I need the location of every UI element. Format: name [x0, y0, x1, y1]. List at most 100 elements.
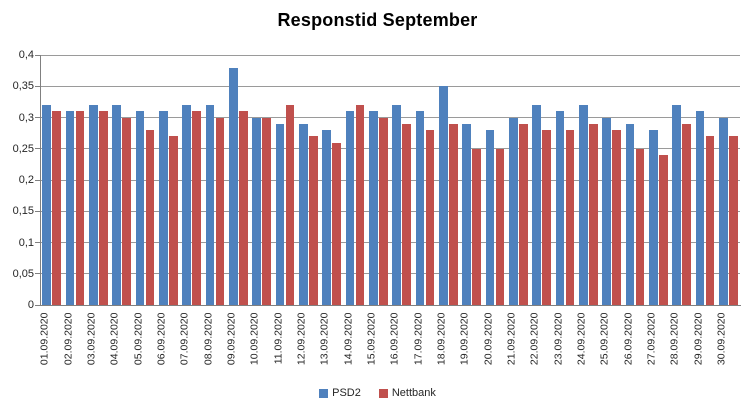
bar-nettbank-21.09.2020	[519, 123, 528, 305]
x-tick-label: 25.09.2020	[598, 312, 611, 365]
bar-psd2-14.09.2020	[345, 111, 355, 305]
bar-nettbank-29.09.2020	[705, 136, 715, 305]
bar-nettbank-30.09.2020	[729, 136, 738, 305]
y-tick-label: 0,35	[12, 80, 34, 93]
y-axis-tick	[35, 304, 40, 306]
bar-psd2-18.09.2020	[438, 86, 448, 305]
bar-psd2-08.09.2020	[205, 105, 215, 305]
bar-nettbank-15.09.2020	[379, 117, 388, 305]
legend-item-psd2: PSD2	[319, 387, 361, 399]
bar-psd2-11.09.2020	[275, 123, 285, 305]
gridline	[40, 179, 740, 181]
legend-label-psd2: PSD2	[332, 387, 361, 399]
gridline	[40, 148, 740, 150]
x-tick-label: 24.09.2020	[575, 312, 588, 365]
x-tick-label: 28.09.2020	[668, 312, 681, 365]
bar-nettbank-06.09.2020	[169, 136, 178, 305]
y-tick-label: 0,05	[12, 267, 34, 280]
bar-nettbank-08.09.2020	[215, 117, 225, 305]
bar-nettbank-25.09.2020	[612, 130, 622, 305]
x-tick-label: 27.09.2020	[645, 312, 658, 365]
bar-nettbank-12.09.2020	[309, 136, 318, 305]
bar-psd2-13.09.2020	[322, 130, 331, 305]
x-tick-label: 19.09.2020	[458, 312, 471, 365]
bar-psd2-21.09.2020	[508, 117, 518, 305]
bar-nettbank-10.09.2020	[262, 117, 272, 305]
bar-nettbank-19.09.2020	[472, 148, 482, 305]
y-axis-tick	[35, 117, 40, 118]
gridline	[40, 210, 740, 212]
bar-psd2-27.09.2020	[648, 130, 658, 305]
x-tick-label: 06.09.2020	[155, 312, 168, 365]
chart-title: Responstid September	[277, 10, 478, 30]
legend-label-nettbank: Nettbank	[391, 387, 436, 399]
x-tick-label: 15.09.2020	[365, 312, 378, 365]
bar-psd2-09.09.2020	[228, 67, 238, 305]
x-tick-label: 29.09.2020	[692, 312, 704, 365]
bar-nettbank-02.09.2020	[75, 111, 85, 305]
bar-nettbank-16.09.2020	[402, 123, 412, 305]
y-axis-tick	[35, 179, 40, 181]
y-tick-label: 0,1	[18, 236, 34, 249]
x-axis-line	[40, 305, 741, 306]
x-tick-label: 17.09.2020	[412, 312, 424, 365]
bar-psd2-02.09.2020	[65, 111, 75, 305]
bar-nettbank-01.09.2020	[52, 111, 62, 305]
plot-area	[35, 54, 740, 306]
bar-nettbank-04.09.2020	[122, 117, 132, 305]
x-tick-label: 18.09.2020	[435, 312, 448, 365]
gridline	[40, 117, 740, 118]
y-tick-label: 0,3	[18, 111, 34, 124]
bar-psd2-28.09.2020	[672, 105, 681, 305]
x-tick-label: 10.09.2020	[248, 312, 261, 365]
legend-swatch-psd2	[319, 388, 329, 398]
x-tick-label: 16.09.2020	[388, 312, 401, 365]
y-axis-tick	[35, 148, 40, 150]
y-tick-label: 0,15	[12, 205, 34, 218]
x-tick-label: 30.09.2020	[715, 312, 728, 365]
y-tick-label: 0	[27, 299, 34, 311]
x-tick-label: 14.09.2020	[342, 312, 354, 365]
bar-psd2-12.09.2020	[298, 123, 308, 305]
bar-psd2-26.09.2020	[625, 123, 635, 305]
bar-psd2-10.09.2020	[252, 117, 261, 305]
bar-nettbank-28.09.2020	[682, 123, 692, 305]
y-tick-label: 0,4	[18, 49, 34, 61]
bar-nettbank-13.09.2020	[332, 142, 342, 305]
legend-item-nettbank: Nettbank	[378, 387, 436, 399]
bar-psd2-24.09.2020	[578, 105, 588, 305]
x-tick-label: 12.09.2020	[295, 312, 308, 365]
x-tick-label: 20.09.2020	[482, 312, 494, 365]
x-tick-label: 03.09.2020	[85, 312, 98, 365]
bar-psd2-15.09.2020	[368, 111, 378, 305]
bar-psd2-19.09.2020	[462, 123, 471, 305]
legend-swatch-nettbank	[378, 388, 388, 398]
bar-psd2-01.09.2020	[42, 105, 51, 305]
bar-nettbank-26.09.2020	[635, 148, 645, 305]
bar-psd2-16.09.2020	[392, 105, 401, 305]
y-axis-line	[40, 55, 41, 306]
y-tick-label: 0,25	[12, 142, 34, 155]
x-tick-label: 05.09.2020	[132, 312, 144, 365]
x-tick-label: 23.09.2020	[552, 312, 564, 365]
bar-nettbank-07.09.2020	[192, 111, 202, 305]
bar-psd2-04.09.2020	[112, 105, 121, 305]
bar-nettbank-14.09.2020	[355, 105, 365, 305]
x-tick-label: 08.09.2020	[202, 312, 214, 365]
y-axis-tick	[35, 242, 40, 243]
x-tick-label: 04.09.2020	[108, 312, 121, 365]
bar-psd2-30.09.2020	[718, 117, 728, 305]
x-tick-label: 01.09.2020	[38, 312, 51, 365]
x-tick-label: 09.09.2020	[225, 312, 238, 365]
bar-nettbank-17.09.2020	[425, 130, 435, 305]
y-axis-tick	[35, 210, 40, 212]
bar-nettbank-18.09.2020	[449, 123, 458, 305]
bar-nettbank-22.09.2020	[542, 130, 552, 305]
bar-nettbank-20.09.2020	[495, 148, 505, 305]
x-tick-label: 26.09.2020	[622, 312, 634, 365]
legend: PSD2 Nettbank	[0, 385, 755, 401]
x-tick-label: 07.09.2020	[178, 312, 191, 365]
gridline	[40, 54, 740, 56]
bar-nettbank-09.09.2020	[239, 111, 248, 305]
